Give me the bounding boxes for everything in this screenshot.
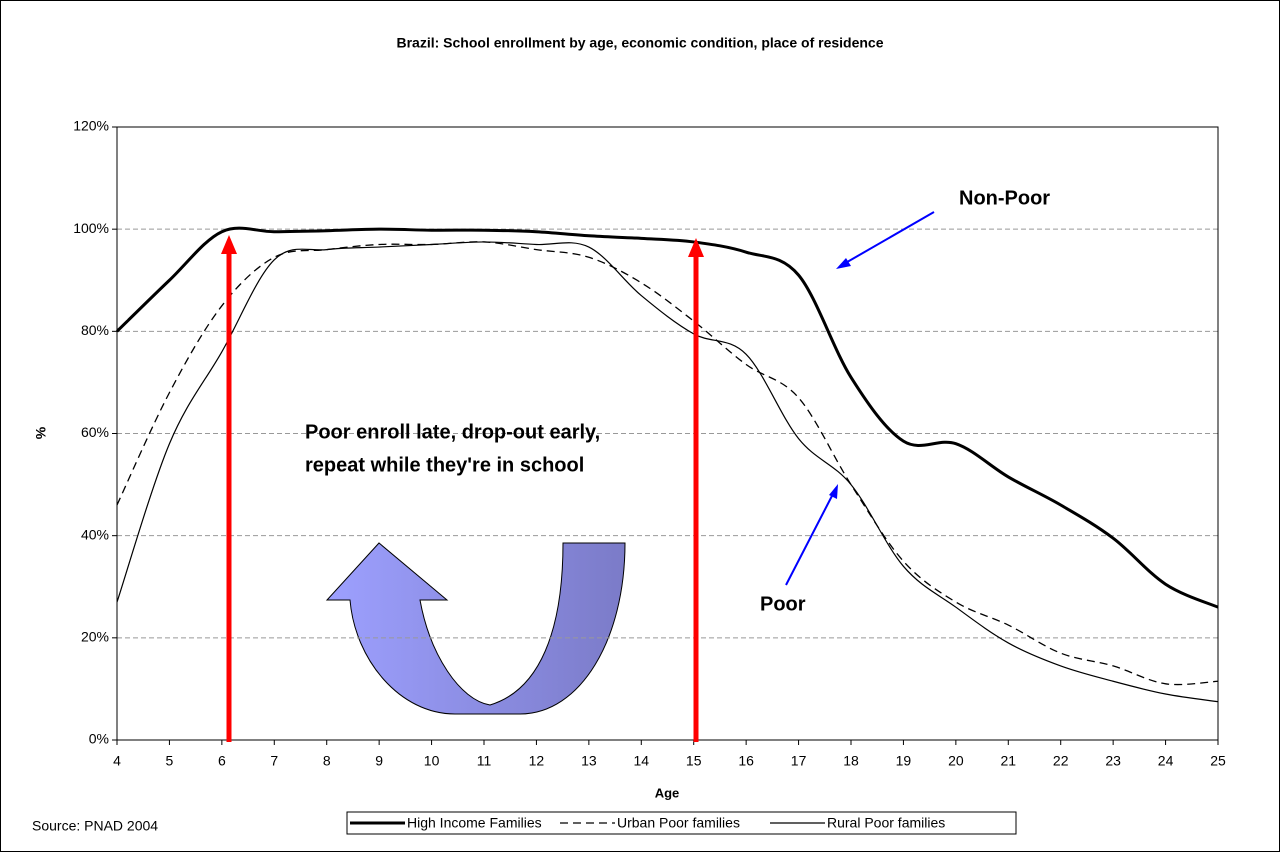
x-tick-label: 21 xyxy=(1000,753,1016,769)
series-line xyxy=(116,241,1219,686)
x-tick-label: 4 xyxy=(113,753,121,769)
x-tick-label: 22 xyxy=(1053,753,1069,769)
annotation: Poor enroll late, drop-out early, xyxy=(305,421,600,443)
legend xyxy=(346,811,1017,835)
red-arrows xyxy=(221,235,704,742)
x-tick-label: 9 xyxy=(375,753,383,769)
y-axis-label: % xyxy=(33,426,49,439)
x-tick-label: 18 xyxy=(843,753,859,769)
legend-label: High Income Families xyxy=(407,815,542,831)
y-tick-label: 20% xyxy=(81,629,109,645)
x-tick-label: 25 xyxy=(1210,753,1226,769)
y-tick-label: 80% xyxy=(81,322,109,338)
blue-arrow-head xyxy=(836,258,851,269)
x-tick-label: 12 xyxy=(529,753,545,769)
red-arrow-head xyxy=(688,238,704,257)
legend-label: Rural Poor families xyxy=(827,815,945,831)
legend-label: Urban Poor families xyxy=(617,815,740,831)
y-tick-label: 100% xyxy=(73,220,109,236)
x-tick-label: 23 xyxy=(1105,753,1121,769)
blue-arrow xyxy=(841,211,935,266)
annotation: Poor xyxy=(760,593,806,615)
x-tick-label: 24 xyxy=(1158,753,1174,769)
source: Source: PNAD 2004 xyxy=(32,818,158,834)
series-line xyxy=(115,226,1219,609)
x-tick-label: 19 xyxy=(896,753,912,769)
x-tick-label: 15 xyxy=(686,753,702,769)
x-tick-label: 17 xyxy=(791,753,807,769)
blue-arrow xyxy=(785,491,835,586)
annotation: Non-Poor xyxy=(959,187,1050,209)
x-tick-label: 10 xyxy=(424,753,440,769)
plot-frame xyxy=(116,126,1219,741)
x-tick-label: 16 xyxy=(738,753,754,769)
annotation: repeat while they're in school xyxy=(305,454,584,476)
blue-arrow-head xyxy=(829,484,838,499)
red-arrow-head xyxy=(221,235,237,254)
y-tick-label: 60% xyxy=(81,424,109,440)
blue-arrows xyxy=(785,211,935,586)
x-tick-label: 14 xyxy=(633,753,649,769)
y-tick-label: 40% xyxy=(81,526,109,542)
x-tick-label: 7 xyxy=(270,753,278,769)
x-tick-label: 20 xyxy=(948,753,964,769)
cycle-arrow xyxy=(325,542,626,715)
x-tick-label: 13 xyxy=(581,753,597,769)
x-axis-label: Age xyxy=(655,785,680,800)
series-line xyxy=(116,241,1219,703)
y-tick-label: 0% xyxy=(89,731,109,747)
y-tick-label: 120% xyxy=(73,118,109,134)
x-tick-label: 6 xyxy=(218,753,226,769)
chart-title: Brazil: School enrollment by age, econom… xyxy=(397,35,884,51)
x-tick-label: 8 xyxy=(323,753,331,769)
x-tick-label: 11 xyxy=(477,753,492,769)
x-tick-label: 5 xyxy=(166,753,174,769)
